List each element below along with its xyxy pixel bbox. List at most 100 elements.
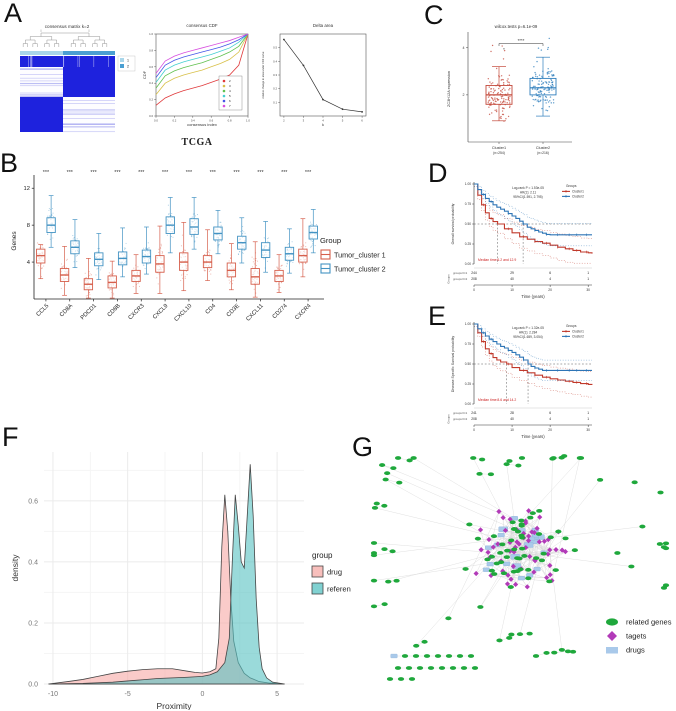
svg-text:10: 10: [510, 428, 514, 432]
svg-text:0.2: 0.2: [172, 119, 176, 123]
svg-text:CD3E: CD3E: [226, 303, 241, 318]
disease-specific-survival-km-chart: 1.00 0.75 0.50 0.25 0.00 Disease Specific Sur…: [446, 312, 601, 457]
svg-text:2: 2: [283, 119, 285, 123]
svg-text:0.00: 0.00: [465, 262, 471, 266]
svg-text:groups=C1: groups=C1: [453, 271, 468, 275]
svg-text:1: 1: [587, 277, 589, 281]
svg-text:1.0: 1.0: [149, 32, 153, 36]
svg-text:12: 12: [24, 186, 30, 192]
svg-text:6: 6: [549, 411, 551, 415]
svg-text:CXCR3: CXCR3: [128, 303, 146, 321]
km_os-svg: 1.00 0.75 0.50 0.25 0.00 Overall survival pro…: [447, 182, 593, 299]
svg-text:Cluster2: Cluster2: [572, 335, 584, 339]
consensus-cdf-chart: consensus CDF 0.0 0.0 0.2 0.2 0.4 0.4 0.6 0.6 0.8…: [140, 18, 254, 141]
svg-text:6: 6: [549, 271, 551, 275]
svg-text:Log-rank P = 1.53e-05: Log-rank P = 1.53e-05: [512, 186, 544, 190]
svg-text:20: 20: [548, 288, 552, 292]
svg-text:0.25: 0.25: [465, 382, 471, 386]
svg-text:consensus CDF: consensus CDF: [186, 23, 218, 28]
svg-text:0.2: 0.2: [149, 98, 153, 102]
svg-text:HR(1): 2.284: HR(1): 2.284: [519, 331, 537, 335]
svg-text:Group: Group: [320, 236, 341, 245]
svg-text:0.2: 0.2: [28, 620, 38, 627]
overall-survival-km-chart: 1.00 0.75 0.50 0.25 0.00 Overall survival pro…: [446, 172, 601, 317]
svg-text:CDF: CDF: [142, 70, 147, 79]
gene_boxplots-svg: 4 8 12 Genes *** CCL5 *** CD8A *** PDCD1 *** CD8B **…: [11, 170, 324, 323]
proximity_density-svg: -10 -5 0 5 0.0 0.2 0.4 0.6 Proximity density group…: [10, 452, 359, 711]
svg-text:***: ***: [210, 170, 217, 176]
svg-text:PDCD1: PDCD1: [80, 303, 98, 321]
svg-text:Time (years): Time (years): [521, 434, 545, 439]
drug_network-svg: related genes tagets drugs: [370, 454, 672, 681]
svg-text:4: 4: [549, 417, 551, 421]
zc_boxplot-svg: wilcox.tests p=6.1e-09 2 4 ZC3H12A expressi…: [447, 24, 572, 155]
svg-text:4: 4: [463, 46, 465, 50]
svg-text:CCL5: CCL5: [36, 303, 51, 318]
svg-text:****: ****: [518, 38, 525, 43]
svg-text:0.1: 0.1: [273, 100, 277, 104]
svg-text:Groups: Groups: [447, 414, 451, 424]
svg-text:5: 5: [229, 94, 231, 98]
svg-text:***: ***: [67, 170, 74, 176]
svg-text:Delta area: Delta area: [313, 23, 334, 28]
svg-text:0.2: 0.2: [273, 87, 277, 91]
svg-text:HR(1): 2.11: HR(1): 2.11: [520, 191, 536, 195]
panel-c-label: C: [424, 0, 444, 30]
svg-text:0.4: 0.4: [149, 81, 153, 85]
svg-text:consensus matrix k=2: consensus matrix k=2: [45, 24, 90, 29]
svg-text:6: 6: [361, 119, 363, 123]
zc3h12a-boxplot-chart: wilcox.tests p=6.1e-09 2 4 ZC3H12A expressi…: [438, 16, 578, 171]
svg-text:wilcox.tests p=6.1e-09: wilcox.tests p=6.1e-09: [495, 24, 538, 29]
svg-text:Overall survival probability: Overall survival probability: [451, 203, 455, 244]
svg-text:-10: -10: [48, 691, 58, 698]
svg-text:***: ***: [43, 170, 50, 176]
svg-text:95%CI(1.591, 2.795): 95%CI(1.591, 2.795): [513, 195, 542, 199]
svg-text:Groups: Groups: [566, 324, 577, 328]
consensus_cdf-svg: consensus CDF 0.00.0 0.2 0.2 0.4 0.4 0.6 0.6 0.8…: [142, 23, 250, 127]
svg-text:0: 0: [200, 691, 204, 698]
svg-text:Time (years): Time (years): [521, 294, 545, 299]
svg-text:0: 0: [473, 428, 475, 432]
delta_area-svg: Delta area 2 3 4 5 6 0.1 0.2 0.3 0.4 0.5 k relative …: [261, 23, 367, 127]
svg-text:3: 3: [229, 84, 231, 88]
svg-text:CD4: CD4: [205, 303, 218, 316]
svg-text:***: ***: [186, 170, 193, 176]
svg-text:0.8: 0.8: [228, 119, 232, 123]
km_dss-svg: 1.00 0.75 0.50 0.25 0.00 Disease Specific Sur…: [447, 322, 593, 439]
svg-text:0.0: 0.0: [28, 682, 38, 689]
svg-text:4: 4: [549, 277, 551, 281]
svg-text:0.6: 0.6: [28, 498, 38, 505]
tcga-caption: TCGA: [181, 137, 213, 148]
svg-text:***: ***: [162, 170, 169, 176]
svg-text:tagets: tagets: [626, 632, 647, 641]
svg-text:Groups: Groups: [566, 184, 577, 188]
svg-text:groups=C1: groups=C1: [453, 411, 468, 415]
panel-a-label: A: [4, 0, 23, 28]
svg-text:30: 30: [586, 288, 590, 292]
panel-e-label: E: [428, 301, 447, 331]
svg-text:2: 2: [127, 65, 129, 69]
svg-text:CD8A: CD8A: [59, 303, 74, 318]
svg-text:Cluster1: Cluster1: [572, 190, 584, 194]
svg-text:Disease Specific Survival prob: Disease Specific Survival probability: [451, 336, 455, 392]
panel-g-label: G: [352, 432, 374, 462]
svg-text:4: 4: [27, 260, 31, 266]
svg-text:groups=C2: groups=C2: [453, 417, 468, 421]
svg-text:6: 6: [229, 99, 231, 103]
svg-text:0.4: 0.4: [191, 119, 195, 123]
svg-text:Proximity: Proximity: [157, 701, 193, 710]
svg-text:241: 241: [471, 411, 477, 415]
svg-text:3: 3: [303, 119, 305, 123]
svg-text:95%CI(1.659, 3.054): 95%CI(1.659, 3.054): [513, 335, 542, 339]
svg-text:0: 0: [473, 288, 475, 292]
svg-text:5: 5: [342, 119, 344, 123]
svg-text:0.0: 0.0: [149, 114, 153, 118]
svg-text:1: 1: [587, 417, 589, 421]
svg-text:(n=254): (n=254): [493, 151, 505, 155]
svg-text:0.4: 0.4: [273, 59, 277, 63]
svg-text:0.4: 0.4: [28, 559, 38, 566]
svg-text:4: 4: [322, 119, 324, 123]
svg-text:10: 10: [510, 288, 514, 292]
svg-text:***: ***: [114, 170, 121, 176]
